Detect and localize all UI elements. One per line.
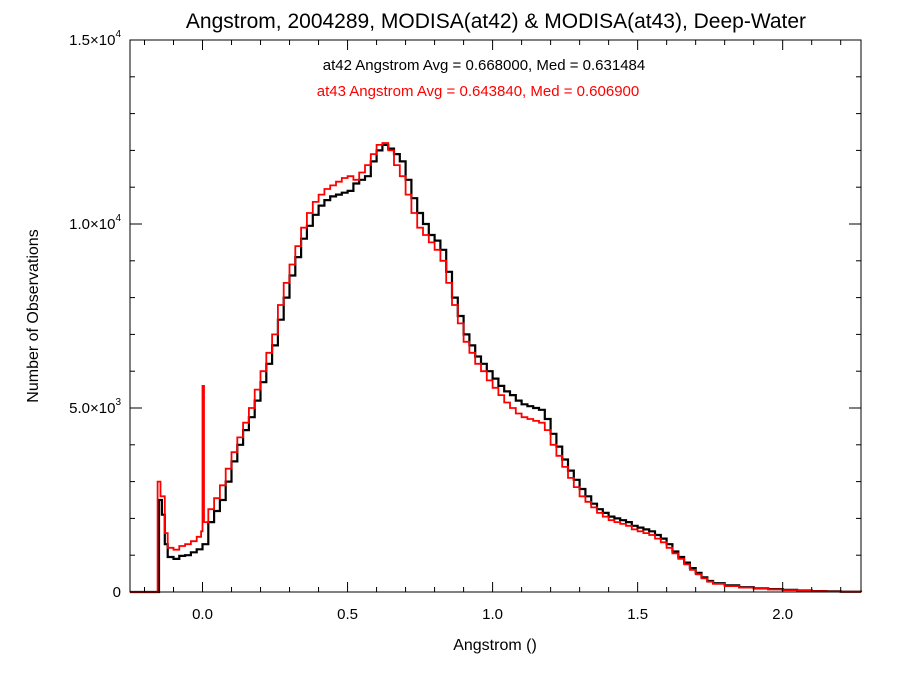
plot-frame xyxy=(129,39,862,593)
y-tick-label: 1.0×104 xyxy=(69,213,121,233)
chart-title: Angstrom, 2004289, MODISA(at42) & MODISA… xyxy=(186,10,806,33)
minor-ticks xyxy=(130,40,861,592)
x-tick-label: 1.0 xyxy=(482,606,503,623)
y-tick-label: 1.5×104 xyxy=(69,29,121,49)
y-tick-label: 5.0×103 xyxy=(69,397,121,417)
x-axis-label: Angstrom () xyxy=(453,637,537,654)
y-tick-label: 0 xyxy=(113,584,121,601)
series-layer xyxy=(130,142,863,594)
annotation-at42: at42 Angstrom Avg = 0.668000, Med = 0.63… xyxy=(323,57,645,74)
x-tick-label: 0.0 xyxy=(192,606,213,623)
y-axis-label: Number of Observations xyxy=(25,229,42,402)
x-axis: 0.0 0.5 1.0 1.5 2.0 xyxy=(192,40,793,623)
series-line-at43 xyxy=(130,142,862,593)
annotation-at43: at43 Angstrom Avg = 0.643840, Med = 0.60… xyxy=(317,83,639,100)
x-tick-label: 0.5 xyxy=(337,606,358,623)
x-tick-label: 1.5 xyxy=(627,606,648,623)
y-axis: 0 5.0×103 1.0×104 1.5×104 xyxy=(69,29,861,601)
x-tick-label: 2.0 xyxy=(772,606,793,623)
